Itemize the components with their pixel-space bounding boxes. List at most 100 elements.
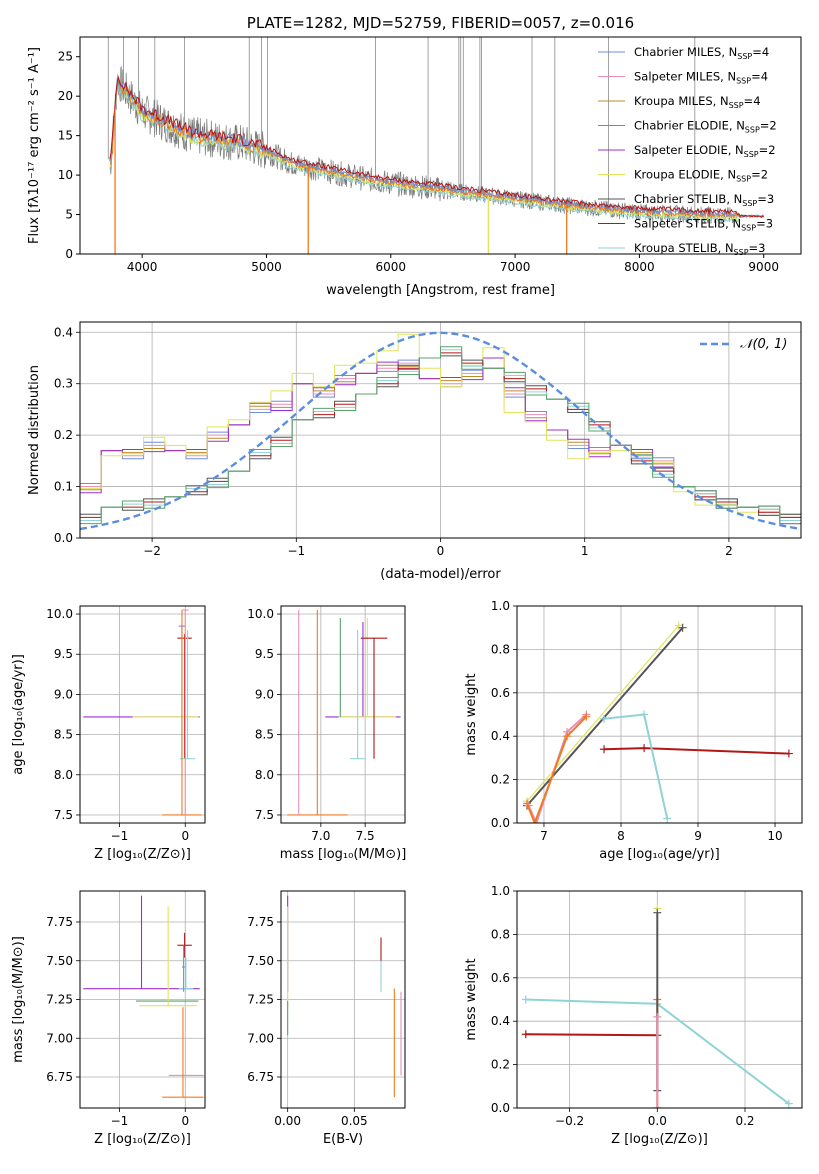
x-axis-label: age [log₁₀(age/yr)]	[599, 847, 720, 862]
x-tick-label: 7.0	[311, 829, 330, 843]
legend-n: N	[729, 45, 738, 59]
y-tick-label: 0.2	[491, 1058, 510, 1072]
weight-marker	[530, 819, 539, 823]
weight-marker	[521, 1030, 530, 1039]
x-axis-label: (data-model)/error	[380, 567, 501, 582]
x-axis-label: E(B-V)	[323, 1132, 363, 1147]
y-tick-label: 7.5	[54, 808, 73, 822]
histogram-series	[80, 346, 801, 525]
y-tick-label: 0.1	[54, 480, 73, 494]
legend-label: 𝒩(0, 1)	[740, 337, 787, 352]
y-axis-label: Flux [fλ10⁻¹⁷ erg cm⁻² s⁻¹ A⁻¹]	[27, 47, 42, 244]
spectrum-plot-area	[107, 37, 765, 254]
x-tick-label: 0	[437, 544, 445, 558]
y-tick-label: 20	[58, 89, 73, 103]
legend-eq: =	[749, 241, 759, 255]
y-tick-label: 7.25	[247, 993, 274, 1007]
legend-series-name: Kroupa ELODIE	[634, 168, 720, 182]
legend-eq: =	[759, 143, 769, 157]
legend-sub: SSP	[742, 199, 757, 208]
legend-sub: SSP	[734, 248, 749, 257]
legend-sub: SSP	[736, 77, 751, 86]
x-tick-label: 1	[581, 544, 589, 558]
y-tick-label: 7.75	[247, 915, 274, 929]
legend-nssp: 2	[769, 119, 776, 133]
weight-marker	[523, 799, 532, 808]
legend-eq: =	[760, 119, 770, 133]
spectrum-panel: PLATE=1282, MJD=52759, FIBERID=0057, z=0…	[27, 14, 802, 298]
legend-nssp: 3	[766, 217, 773, 231]
legend-eq: =	[751, 168, 761, 182]
y-axis-label: mass weight	[464, 673, 479, 755]
legend-n: N	[736, 119, 745, 133]
y-tick-label: 8.0	[255, 768, 274, 782]
x-tick-label: 0.00	[274, 1114, 301, 1128]
weight-marker	[784, 1099, 793, 1108]
legend-nssp: 2	[768, 143, 775, 157]
residuals-plot-area	[80, 331, 801, 531]
y-tick-label: 25	[58, 50, 73, 64]
y-tick-label: 1.0	[491, 884, 510, 898]
y-tick-label: 5	[65, 208, 73, 222]
legend-sub: SSP	[729, 101, 744, 110]
z_mass-panel: −1 0 6.75 7.00 7.25 7.50 7.75 Z [log₁₀(Z/Z⊙)] ma…	[11, 890, 206, 1147]
y-tick-label: 0.0	[491, 1101, 510, 1115]
legend-sep: ,	[725, 217, 732, 231]
legend-series-name: Salpeter ELODIE	[634, 143, 728, 157]
legend-sub: SSP	[736, 175, 751, 184]
legend-n: N	[735, 143, 744, 157]
legend-series-name: Salpeter STELIB	[634, 217, 725, 231]
axes-frame	[280, 890, 406, 1109]
y-tick-label: 9.5	[54, 647, 73, 661]
age_weight-panel: 7 8 9 10 0.0 0.2 0.4 0.6 0.8 1.0 age [log₁₀(age/yr…	[464, 599, 803, 862]
weight-marker	[663, 814, 672, 823]
y-tick-label: 0.8	[491, 927, 510, 941]
legend-sub: SSP	[737, 52, 752, 61]
legend-nssp: 3	[767, 192, 774, 206]
x-tick-label: 7.5	[356, 829, 375, 843]
legend-sep: ,	[728, 143, 735, 157]
legend-series-name: Chabrier ELODIE	[634, 119, 729, 133]
z_weight-panel: −0.2 0.0 0.2 0.0 0.2 0.4 0.6 0.8 1.0 Z [log₁₀(Z/Z…	[464, 884, 803, 1147]
y-tick-label: 0	[65, 247, 73, 261]
weight-marker	[653, 1104, 662, 1108]
y-tick-label: 0.0	[54, 531, 73, 545]
y-tick-label: 7.50	[247, 954, 274, 968]
y-tick-label: 0.6	[491, 686, 510, 700]
ebv_mass-panel: 0.00 0.05 6.75 7.00 7.25 7.50 7.75 E(B-V)	[247, 890, 406, 1147]
y-tick-label: 0.8	[491, 642, 510, 656]
legend-sep: ,	[718, 241, 725, 255]
axes-frame	[516, 605, 803, 824]
axes-frame	[79, 36, 802, 255]
y-tick-label: 0.4	[491, 1014, 510, 1028]
legend-n: N	[727, 70, 736, 84]
axes-frame	[516, 890, 803, 1109]
x-tick-label: 2	[725, 544, 733, 558]
y-tick-label: 7.5	[255, 808, 274, 822]
legend-sub: SSP	[744, 150, 759, 159]
y-tick-label: 7.25	[46, 993, 73, 1007]
y-tick-label: 7.00	[247, 1031, 274, 1045]
y-tick-label: 0.3	[54, 377, 73, 391]
y-tick-label: 0.2	[54, 428, 73, 442]
axes-frame	[79, 321, 802, 539]
x-tick-label: 0	[181, 1114, 189, 1128]
y-axis-label: age [log₁₀(age/yr)]	[11, 654, 26, 775]
weight-marker	[600, 714, 609, 723]
axes-frame	[79, 605, 206, 824]
x-axis-label: wavelength [Angstrom, rest frame]	[326, 283, 555, 298]
weight-marker	[678, 623, 687, 632]
legend-nssp: 3	[758, 241, 765, 255]
weight-marker	[653, 908, 662, 917]
model-spectrum	[109, 75, 764, 218]
x-axis-label: Z [log₁₀(Z/Z⊙)]	[94, 1132, 191, 1147]
legend-sub: SSP	[741, 224, 756, 233]
model-spectrum	[109, 78, 764, 219]
x-axis-label: mass [log₁₀(M/M⊙)]	[280, 847, 407, 862]
weight-series	[603, 747, 789, 755]
legend-label: Kroupa ELODIE, NSSP=2	[634, 168, 768, 184]
x-tick-label: −1	[111, 1114, 129, 1128]
y-tick-label: 8.5	[54, 728, 73, 742]
